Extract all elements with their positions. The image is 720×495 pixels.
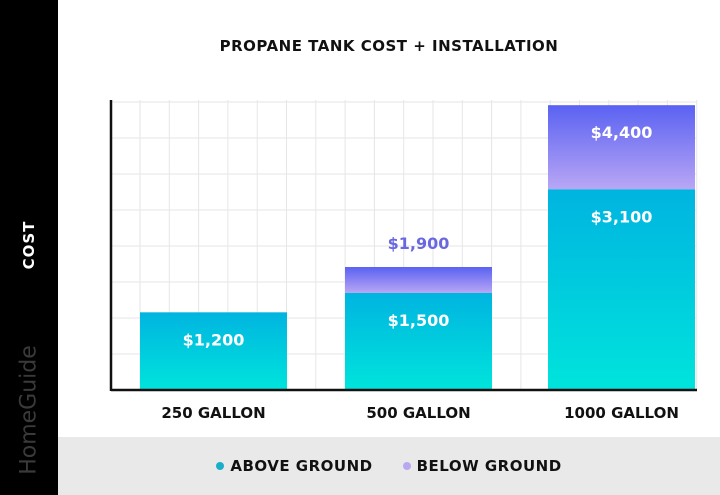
legend-item-above-ground: ABOVE GROUND <box>216 457 372 475</box>
bar-above-ground <box>140 312 287 390</box>
bar-below-ground <box>548 105 695 190</box>
legend-item-below-ground: BELOW GROUND <box>402 457 562 475</box>
bar-above-ground <box>345 292 492 390</box>
above-ground-swatch-icon <box>216 462 225 470</box>
legend-label: BELOW GROUND <box>416 457 562 475</box>
chart-title: PROPANE TANK COST + INSTALLATION <box>219 37 559 55</box>
x-tick-label: 250 GALLON <box>161 404 265 422</box>
x-tick-label: 1000 GALLON <box>564 404 679 422</box>
x-tick-label: 500 GALLON <box>366 404 470 422</box>
legend-label: ABOVE GROUND <box>230 457 373 475</box>
below-ground-swatch-icon <box>402 462 411 470</box>
left-sidebar: COST HomeGuide <box>0 0 58 495</box>
data-label-below-ground: $1,900 <box>388 234 450 253</box>
data-label-above-ground: $3,100 <box>591 207 653 226</box>
data-label-above-ground: $1,500 <box>388 311 450 330</box>
data-label-below-ground: $4,400 <box>591 123 653 142</box>
bar-below-ground <box>345 267 492 293</box>
legend: ABOVE GROUND BELOW GROUND <box>58 437 720 495</box>
data-label-above-ground: $1,200 <box>183 330 245 349</box>
bar-above-ground <box>548 189 695 390</box>
